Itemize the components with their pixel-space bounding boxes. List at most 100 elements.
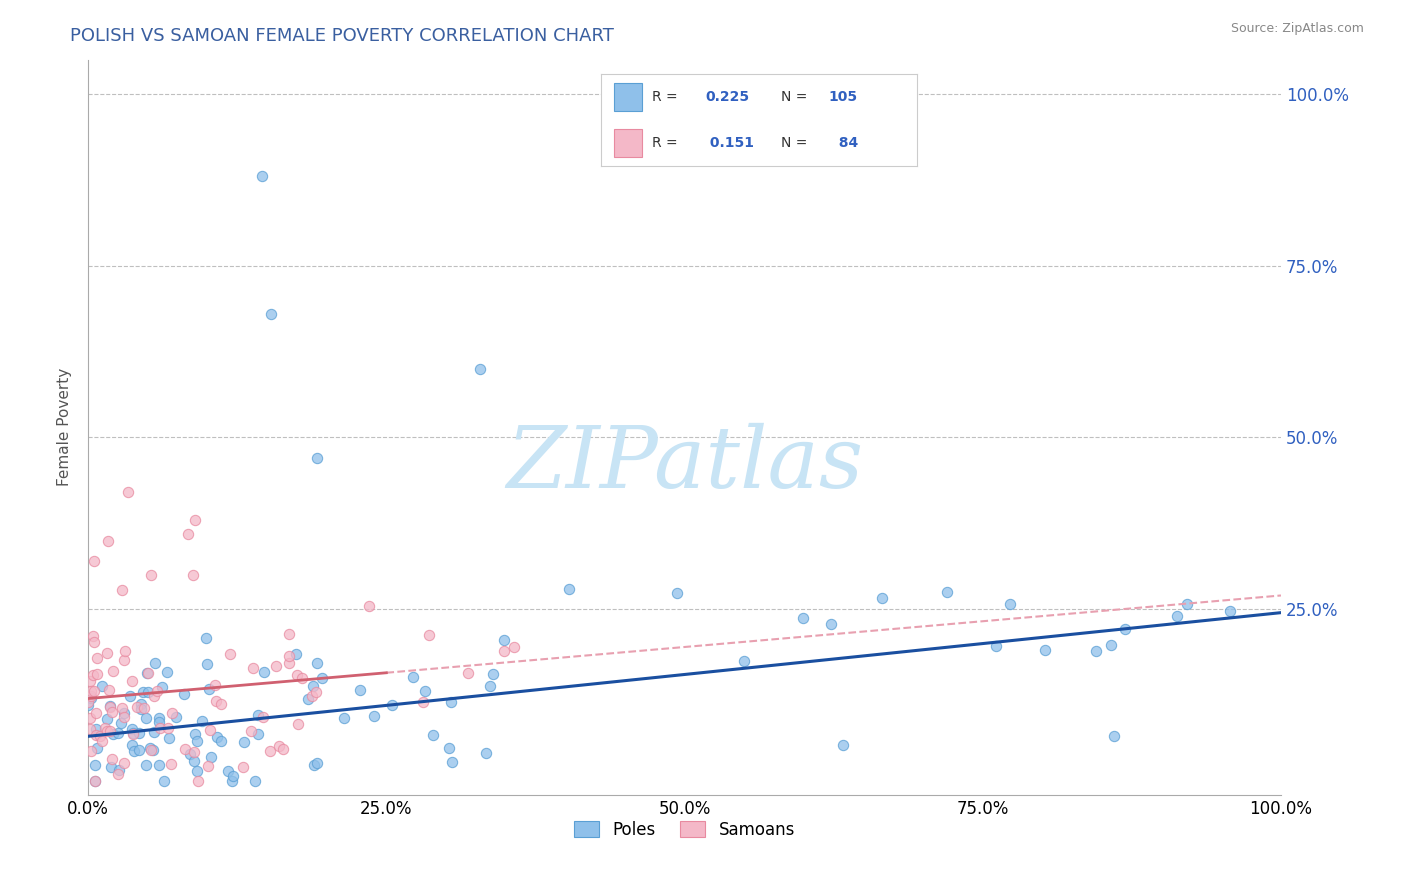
Point xyxy=(820,617,842,632)
Point xyxy=(80,744,103,758)
Point xyxy=(111,701,134,715)
Point xyxy=(114,643,136,657)
Point xyxy=(98,698,121,713)
Point xyxy=(80,690,103,704)
Point xyxy=(128,743,150,757)
Point xyxy=(146,683,169,698)
Point xyxy=(98,724,121,739)
Point xyxy=(101,726,124,740)
Point xyxy=(232,735,254,749)
Point xyxy=(94,721,117,735)
Point xyxy=(187,774,209,789)
Point xyxy=(148,715,170,730)
Point xyxy=(285,647,308,661)
Point xyxy=(1219,604,1241,618)
Point xyxy=(139,567,162,582)
Point xyxy=(83,684,105,698)
Point xyxy=(84,706,107,720)
Point xyxy=(143,725,166,739)
Point xyxy=(209,697,232,711)
Point xyxy=(90,679,112,693)
Point xyxy=(82,629,104,643)
Point xyxy=(82,668,104,682)
Point xyxy=(89,729,111,743)
Point xyxy=(307,656,329,670)
Point xyxy=(305,684,328,698)
Text: Source: ZipAtlas.com: Source: ZipAtlas.com xyxy=(1230,22,1364,36)
Point xyxy=(218,647,240,661)
Point xyxy=(200,750,222,764)
Point xyxy=(90,733,112,747)
Point xyxy=(86,741,108,756)
Point xyxy=(1114,622,1136,636)
Point xyxy=(117,485,139,500)
Point xyxy=(232,760,254,774)
Point xyxy=(135,711,157,725)
Point xyxy=(86,728,108,742)
Point xyxy=(253,665,276,679)
Point xyxy=(79,691,101,706)
Point xyxy=(79,673,101,688)
Point xyxy=(935,585,957,599)
Point xyxy=(287,716,309,731)
Point xyxy=(86,651,108,665)
Point xyxy=(186,764,208,778)
Point xyxy=(359,599,381,614)
Point xyxy=(112,653,135,667)
Y-axis label: Female Poverty: Female Poverty xyxy=(58,368,72,486)
Point xyxy=(792,610,814,624)
Point xyxy=(412,695,434,709)
Point xyxy=(1175,597,1198,611)
Point xyxy=(128,726,150,740)
Point xyxy=(183,745,205,759)
Point xyxy=(127,700,149,714)
Point xyxy=(98,700,121,714)
Point xyxy=(160,706,183,721)
Text: ZIPatlas: ZIPatlas xyxy=(506,423,863,505)
Point xyxy=(209,733,232,747)
Point xyxy=(122,727,145,741)
Point xyxy=(96,723,118,738)
Point xyxy=(96,646,118,660)
Point xyxy=(107,767,129,781)
Point xyxy=(217,764,239,778)
Point xyxy=(870,591,893,605)
Point xyxy=(1033,642,1056,657)
Point xyxy=(349,683,371,698)
Point xyxy=(302,757,325,772)
Point xyxy=(129,701,152,715)
Point xyxy=(121,726,143,740)
Point xyxy=(291,671,314,685)
Point xyxy=(156,721,179,735)
Point xyxy=(83,554,105,568)
Point xyxy=(247,727,270,741)
Point xyxy=(204,678,226,692)
Point xyxy=(96,712,118,726)
Point xyxy=(135,665,157,680)
Point xyxy=(150,680,173,694)
Point xyxy=(381,698,404,713)
Point xyxy=(77,698,100,712)
Point xyxy=(111,583,134,598)
Point xyxy=(558,582,581,597)
Point xyxy=(112,756,135,771)
Point xyxy=(173,742,195,756)
Point xyxy=(221,774,243,789)
Point xyxy=(153,774,176,789)
Point xyxy=(129,698,152,712)
Point xyxy=(134,701,156,715)
Point xyxy=(191,714,214,728)
Point xyxy=(1084,644,1107,658)
Point xyxy=(143,689,166,703)
Point xyxy=(173,688,195,702)
Point xyxy=(122,744,145,758)
Point xyxy=(200,723,222,737)
Point xyxy=(247,708,270,723)
Point xyxy=(665,586,688,600)
Point xyxy=(437,741,460,756)
Point xyxy=(77,695,100,709)
Point xyxy=(181,567,204,582)
Point xyxy=(79,711,101,725)
Point xyxy=(478,680,501,694)
Point xyxy=(135,758,157,772)
